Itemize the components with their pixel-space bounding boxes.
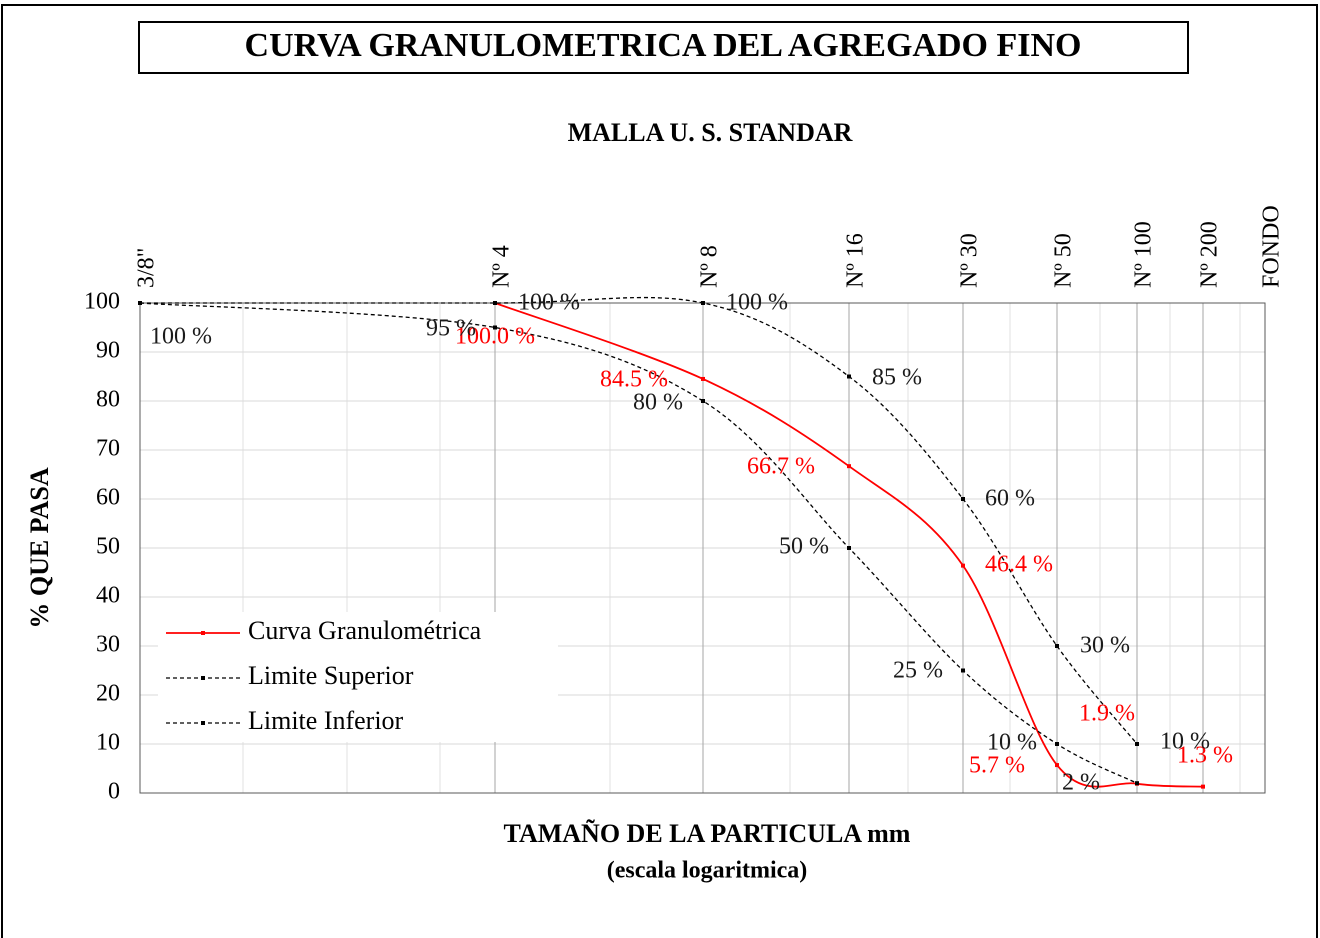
top-tick-label: Nº 100 (1131, 221, 1157, 288)
data-label: 46.4 % (985, 552, 1053, 578)
data-label: 60 % (985, 486, 1035, 512)
data-label: 50 % (779, 534, 829, 560)
data-label: 2 % (1062, 770, 1100, 796)
page-border (1, 4, 1318, 938)
y-tick-label: 40 (96, 583, 120, 609)
y-tick-label: 90 (96, 338, 120, 364)
series-line (139, 302, 1138, 784)
top-tick-label: Nº 4 (489, 245, 515, 288)
top-tick-label: Nº 50 (1051, 233, 1077, 288)
data-point (493, 325, 497, 330)
data-label: 100 % (150, 324, 212, 350)
data-label: 95 % (426, 316, 476, 342)
data-label: 80 % (633, 390, 683, 416)
data-label: 84.5 % (600, 367, 668, 393)
data-point (847, 464, 851, 469)
data-point (1201, 784, 1205, 789)
y-tick-label: 30 (96, 632, 120, 658)
data-point (847, 546, 851, 550)
title-box (138, 21, 1189, 74)
data-label: 100 % (726, 290, 788, 316)
data-point (701, 301, 705, 305)
top-tick-label: Nº 8 (697, 245, 723, 288)
legend-marker (201, 631, 205, 635)
data-label: 10 % (1160, 729, 1210, 755)
data-point (961, 563, 965, 568)
data-point (138, 301, 142, 305)
data-point (1135, 781, 1139, 786)
top-tick-label: Nº 30 (957, 233, 983, 288)
data-point (701, 376, 705, 381)
y-tick-label: 50 (96, 534, 120, 560)
data-point (1055, 644, 1059, 648)
y-tick-label: 80 (96, 387, 120, 413)
data-label: 1.9 % (1079, 701, 1135, 727)
series-line (494, 302, 1204, 788)
data-label: 10 % (987, 730, 1037, 756)
y-tick-label: 70 (96, 436, 120, 462)
data-label: 30 % (1080, 633, 1130, 659)
data-label: 100.0 % (455, 324, 535, 350)
y-tick-label: 10 (96, 730, 120, 756)
data-point (847, 374, 851, 379)
legend-label: Limite Inferior (248, 706, 404, 735)
y-tick-label: 60 (96, 485, 120, 511)
data-label: 1.3 % (1177, 743, 1233, 769)
data-label: 66.7 % (747, 454, 815, 480)
data-point (701, 399, 705, 403)
x-axis-title: TAMAÑO DE LA PARTICULA mm (504, 819, 911, 848)
top-tick-label: 3/8" (134, 248, 160, 288)
data-label: 25 % (893, 658, 943, 684)
top-tick-label: Nº 200 (1197, 221, 1223, 288)
data-point (1055, 763, 1059, 768)
data-label: 85 % (872, 365, 922, 391)
top-tick-label: Nº 16 (843, 233, 869, 288)
y-tick-label: 20 (96, 681, 120, 707)
data-label: 100 % (518, 290, 580, 316)
data-point (1055, 742, 1059, 746)
data-point (961, 668, 965, 673)
legend-marker (201, 721, 205, 725)
data-point (961, 497, 965, 501)
y-axis-title: % QUE PASA (25, 467, 54, 629)
top-axis-title: MALLA U. S. STANDAR (568, 118, 853, 147)
series-line (140, 296, 1138, 745)
chart-title: CURVA GRANULOMETRICA DEL AGREGADO FINO (245, 27, 1082, 64)
y-tick-label: 0 (108, 779, 120, 805)
legend-marker (201, 676, 205, 680)
legend-label: Limite Superior (248, 661, 414, 690)
data-point (1135, 742, 1139, 746)
y-tick-label: 100 (84, 289, 120, 315)
top-tick-label: FONDO (1259, 205, 1285, 288)
x-axis-note: (escala logaritmica) (607, 858, 808, 884)
data-point (493, 301, 497, 305)
data-label: 5.7 % (969, 753, 1025, 779)
legend-label: Curva Granulométrica (248, 616, 482, 645)
